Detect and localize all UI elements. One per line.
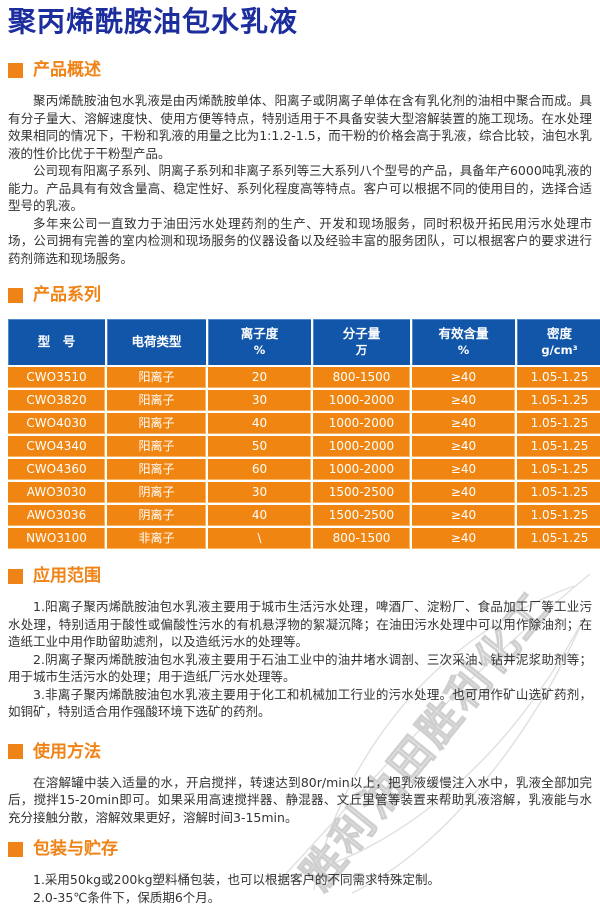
- section-application: 应用范围 1.阳离子聚丙烯酰胺油包水乳液主要用于城市生活污水处理，啤酒厂、淀粉厂…: [8, 566, 592, 721]
- table-cell: 1.05-1.25: [517, 390, 600, 411]
- section-usage: 使用方法 在溶解罐中装入适量的水，开启搅拌，转速达到80r/min以上，把乳液缓…: [8, 742, 592, 827]
- column-header: 电荷类型: [107, 319, 206, 365]
- section-heading-series: 产品系列: [8, 285, 592, 305]
- table-cell: \: [208, 528, 311, 549]
- table-cell: 1.05-1.25: [517, 459, 600, 480]
- column-header: 离子度%: [208, 319, 311, 365]
- packaging-paragraph: 2.0-35℃条件下，保质期6个月。: [8, 889, 592, 906]
- table-cell: 1000-2000: [313, 459, 410, 480]
- section-heading-overview: 产品概述: [8, 60, 592, 80]
- section-heading-label: 产品系列: [33, 285, 101, 305]
- section-overview: 产品概述 聚丙烯酰胺油包水乳液是由丙烯酰胺单体、阳离子或阴离子单体在含有乳化剂的…: [8, 60, 592, 267]
- table-cell: AWO3036: [8, 505, 105, 526]
- table-cell: 800-1500: [313, 528, 410, 549]
- table-cell: ≥40: [412, 505, 515, 526]
- table-cell: CWO4340: [8, 436, 105, 457]
- table-cell: 30: [208, 482, 311, 503]
- application-paragraph: 3.非离子聚丙烯酰胺油包水乳液主要用于化工和机械加工行业的污水处理。也可用作矿山…: [8, 686, 592, 721]
- table-cell: 1.05-1.25: [517, 528, 600, 549]
- table-cell: CWO4030: [8, 413, 105, 434]
- column-header: 分子量万: [313, 319, 410, 365]
- table-cell: CWO4360: [8, 459, 105, 480]
- overview-paragraph: 多年来公司一直致力于油田污水处理药剂的生产、开发和现场服务，同时积极开拓民用污水…: [8, 215, 592, 268]
- application-paragraph: 1.阳离子聚丙烯酰胺油包水乳液主要用于城市生活污水处理，啤酒厂、淀粉厂、食品加工…: [8, 598, 592, 651]
- section-heading-packaging: 包装与贮存: [8, 839, 592, 859]
- page-title: 聚丙烯酰胺油包水乳液: [8, 6, 592, 38]
- table-cell: 40: [208, 505, 311, 526]
- section-heading-label: 产品概述: [33, 60, 101, 80]
- overview-paragraph: 公司现有阳离子系列、阴离子系列和非离子系列等三大系列八个型号的产品，具备年产60…: [8, 162, 592, 215]
- table-cell: 非离子: [107, 528, 206, 549]
- orange-square-icon: [8, 569, 23, 584]
- overview-paragraph: 聚丙烯酰胺油包水乳液是由丙烯酰胺单体、阳离子或阴离子单体在含有乳化剂的油相中聚合…: [8, 92, 592, 162]
- section-heading-application: 应用范围: [8, 566, 592, 586]
- table-cell: 50: [208, 436, 311, 457]
- application-paragraph: 2.阴离子聚丙烯酰胺油包水乳液主要用于石油工业中的油井堵水调剖、三次采油、钻井泥…: [8, 651, 592, 686]
- table-cell: ≥40: [412, 482, 515, 503]
- table-cell: 1000-2000: [313, 436, 410, 457]
- column-header: 型 号: [8, 319, 105, 365]
- section-heading-usage: 使用方法: [8, 742, 592, 762]
- table-cell: 阳离子: [107, 413, 206, 434]
- section-heading-label: 包装与贮存: [33, 839, 118, 859]
- table-cell: ≥40: [412, 528, 515, 549]
- table-cell: 1500-2500: [313, 505, 410, 526]
- orange-square-icon: [8, 744, 23, 759]
- table-cell: 800-1500: [313, 367, 410, 388]
- table-cell: 阴离子: [107, 505, 206, 526]
- table-cell: 1.05-1.25: [517, 367, 600, 388]
- table-cell: 阳离子: [107, 390, 206, 411]
- table-cell: ≥40: [412, 390, 515, 411]
- table-cell: 1.05-1.25: [517, 505, 600, 526]
- orange-square-icon: [8, 63, 23, 78]
- table-cell: 20: [208, 367, 311, 388]
- table-cell: CWO3510: [8, 367, 105, 388]
- table-cell: 60: [208, 459, 311, 480]
- column-header: 有效含量%: [412, 319, 515, 365]
- table-cell: AWO3030: [8, 482, 105, 503]
- table-cell: 30: [208, 390, 311, 411]
- section-heading-label: 应用范围: [33, 566, 101, 586]
- table-cell: ≥40: [412, 413, 515, 434]
- packaging-paragraph: 1.采用50kg或200kg塑料桶包装，也可以根据客户的不同需求特殊定制。: [8, 871, 592, 889]
- table-cell: 1000-2000: [313, 413, 410, 434]
- table-cell: 阴离子: [107, 482, 206, 503]
- table-cell: ≥40: [412, 367, 515, 388]
- table-cell: 阳离子: [107, 436, 206, 457]
- table-cell: 1500-2500: [313, 482, 410, 503]
- table-cell: ≥40: [412, 459, 515, 480]
- table-cell: 40: [208, 413, 311, 434]
- orange-square-icon: [8, 288, 23, 303]
- orange-square-icon: [8, 842, 23, 857]
- table-cell: 阳离子: [107, 367, 206, 388]
- table-cell: 1.05-1.25: [517, 436, 600, 457]
- table-cell: NWO3100: [8, 528, 105, 549]
- table-cell: CWO3820: [8, 390, 105, 411]
- section-heading-label: 使用方法: [33, 742, 101, 762]
- usage-paragraph: 在溶解罐中装入适量的水，开启搅拌，转速达到80r/min以上，把乳液缓慢注入水中…: [8, 774, 592, 827]
- table-cell: 阳离子: [107, 459, 206, 480]
- table-cell: 1.05-1.25: [517, 482, 600, 503]
- table-cell: 1.05-1.25: [517, 413, 600, 434]
- table-cell: ≥40: [412, 436, 515, 457]
- table-cell: 1000-2000: [313, 390, 410, 411]
